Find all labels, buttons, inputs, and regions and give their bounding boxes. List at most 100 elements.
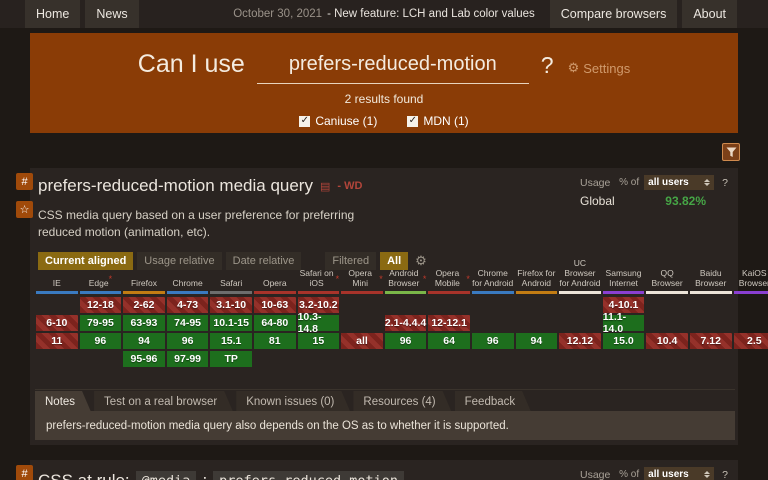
support-cell-samsung-internet-row3[interactable]: 15.0 [602,333,645,349]
support-cell-safari-on-ios-row3[interactable]: 15 [297,333,340,349]
anchor-link-button[interactable]: # [16,173,33,190]
support-cell-edge-row1[interactable]: 12-18 [79,297,122,313]
usage-help-button[interactable]: ? [722,176,728,189]
browser-color-bar [123,291,165,294]
browser-col-android-browser: Android Browser * 2.1-4.4.4 96 [384,255,428,369]
support-cell-samsung-internet-row2[interactable]: 11.1-14.0 [602,311,645,335]
support-cell-edge-row2[interactable]: 79-95 [79,315,122,331]
support-cell-firefox-row2[interactable]: 63-93 [123,315,165,331]
home-button[interactable]: Home [25,0,81,28]
support-cell-baidu-browser-row3[interactable]: 7.12 [689,333,732,349]
view-tab-usage-relative[interactable]: Usage relative [137,251,222,270]
browser-col-firefox-for-android: Firefox for Android 94 [515,255,559,369]
usage-help-button-2[interactable]: ? [722,468,728,480]
support-cell-baidu-browser-row1 [690,297,732,313]
support-cell-opera-mobile-row2[interactable]: 12-12.1 [428,315,470,331]
support-cell-safari-row3[interactable]: 15.1 [210,333,252,349]
detail-tab-notes[interactable]: Notes [35,391,91,412]
usage-region-select-2[interactable]: all users [644,467,715,480]
support-cell-chrome-row4[interactable]: 97-99 [166,351,209,367]
support-cell-chrome-for-android-row3[interactable]: 96 [471,333,514,349]
browser-header-opera-mini: Opera Mini * [348,267,383,288]
support-cell-firefox-row4[interactable]: 95-96 [123,351,165,367]
support-cell-opera-row2[interactable]: 64-80 [253,315,296,331]
support-cell-samsung-internet-row1[interactable]: 4-10.1 [602,297,645,313]
view-tab-all[interactable]: All [380,251,409,270]
filter-checkbox-caniuse-1[interactable]: ✓ Caniuse (1) [299,114,377,128]
support-cell-android-browser-row3[interactable]: 96 [384,333,427,349]
browser-col-kaios-browser: KaiOS Browser 2.5 [733,255,768,369]
support-cell-opera-row1[interactable]: 10-63 [253,297,296,313]
browser-color-bar [384,291,427,294]
support-cell-kaios-browser-row3[interactable]: 2.5 [733,333,768,349]
select-arrows-icon-2 [704,471,711,478]
support-cell-firefox-for-android-row3[interactable]: 94 [515,333,558,349]
view-tab-filtered[interactable]: Filtered [325,251,377,270]
support-cell-safari-on-ios-row2[interactable]: 10.3-14.8 [297,311,340,335]
filter-button[interactable] [722,143,740,161]
checkbox-icon: ✓ [407,115,419,127]
browser-col-samsung-internet: Samsung Internet 4-10.1 11.1-14.0 15.0 [602,255,646,369]
support-cell-safari-row1[interactable]: 3.1-10 [210,297,252,313]
support-cell-safari-row4[interactable]: TP [210,351,252,367]
browser-header-uc-browser-for-android: UC Browser for Android [559,257,601,288]
detail-tabs: Notes Test on a real browser Known issues … [35,389,735,412]
support-cell-qq-browser-row3[interactable]: 10.4 [646,333,688,349]
support-cell-samsung-internet-row4 [603,351,645,367]
anchor-link-button-2[interactable]: # [16,465,33,480]
favorite-star-button[interactable]: ☆ [16,201,33,218]
support-cell-chrome-row3[interactable]: 96 [166,333,209,349]
browser-color-bar [428,291,470,294]
news-button[interactable]: News [85,0,139,28]
support-cell-firefox-row1[interactable]: 2-62 [123,297,165,313]
support-cell-ie-row2[interactable]: 6-10 [36,315,78,331]
browser-color-bar [36,291,78,294]
support-cell-firefox-for-android-row4 [516,351,558,367]
support-cell-android-browser-row2[interactable]: 2.1-4.4.4 [384,315,427,331]
support-cell-ie-row3[interactable]: 11 [36,333,78,349]
view-tab-current-aligned[interactable]: Current aligned [38,251,134,270]
support-cell-opera-mini-row3[interactable]: all [341,333,383,349]
browser-col-chrome: Chrome 4-73 74-95 96 97-99 [166,255,210,369]
top-bar: Home News October 30, 2021 - New feature… [0,0,768,28]
support-cell-opera-mini-row2 [341,315,383,331]
spec-doc-icon[interactable]: ▤ [319,180,331,193]
support-cell-safari-row2[interactable]: 10.1-15 [210,315,252,331]
browser-color-bar [166,291,209,294]
spec-status-badge[interactable]: - WD [337,180,363,192]
compare-browsers-button[interactable]: Compare browsers [549,0,678,28]
support-cell-opera-row3[interactable]: 81 [253,333,296,349]
browser-col-uc-browser-for-android: UC Browser for Android 12.12 [558,255,602,369]
browser-header-firefox: Firefox [130,277,157,288]
support-cell-android-browser-row1 [385,297,427,313]
support-cell-edge-row4 [80,351,122,367]
support-cell-chrome-row2[interactable]: 74-95 [166,315,209,331]
usage-region-select[interactable]: all users [644,175,715,190]
support-cell-uc-browser-for-android-row3[interactable]: 12.12 [559,333,601,349]
settings-button[interactable]: ⚙ Settings [568,60,631,84]
browser-col-opera: Opera 10-63 64-80 81 [253,255,297,369]
filter-checkbox-mdn-1[interactable]: ✓ MDN (1) [407,114,469,128]
funnel-icon [726,147,736,157]
browser-header-android-browser: Android Browser * [388,267,427,288]
banner-feature-text: - New feature: LCH and Lab color values [327,8,535,20]
global-usage-value: 93.82% [665,194,706,208]
browser-header-kaios-browser: KaiOS Browser [738,267,768,288]
search-input[interactable]: prefers-reduced-motion [256,53,529,84]
detail-tab-feedback[interactable]: Feedback [455,391,532,412]
support-cell-chrome-row1[interactable]: 4-73 [166,297,209,313]
support-cell-opera-row4 [254,351,296,367]
support-cell-safari-on-ios-row1[interactable]: 3.2-10.2 [297,297,340,313]
code-prefers-reduced-motion: prefers-reduced-motion [213,471,404,480]
view-tab-date-relative[interactable]: Date relative [225,251,302,270]
support-cell-firefox-row3[interactable]: 94 [123,333,165,349]
detail-tab-known-issues-0[interactable]: Known issues (0) [236,391,350,412]
browser-col-firefox: Firefox 2-62 63-93 94 95-96 [122,255,166,369]
detail-tab-resources-4[interactable]: Resources (4) [353,391,451,412]
support-cell-edge-row3[interactable]: 96 [79,333,122,349]
support-cell-opera-mobile-row3[interactable]: 64 [428,333,470,349]
detail-tab-test-on-a-real-browser[interactable]: Test on a real browser [94,391,233,412]
about-button[interactable]: About [682,0,737,28]
view-settings-gear-icon[interactable]: ⚙ [415,252,427,268]
browser-col-baidu-browser: Baidu Browser 7.12 [689,255,733,369]
